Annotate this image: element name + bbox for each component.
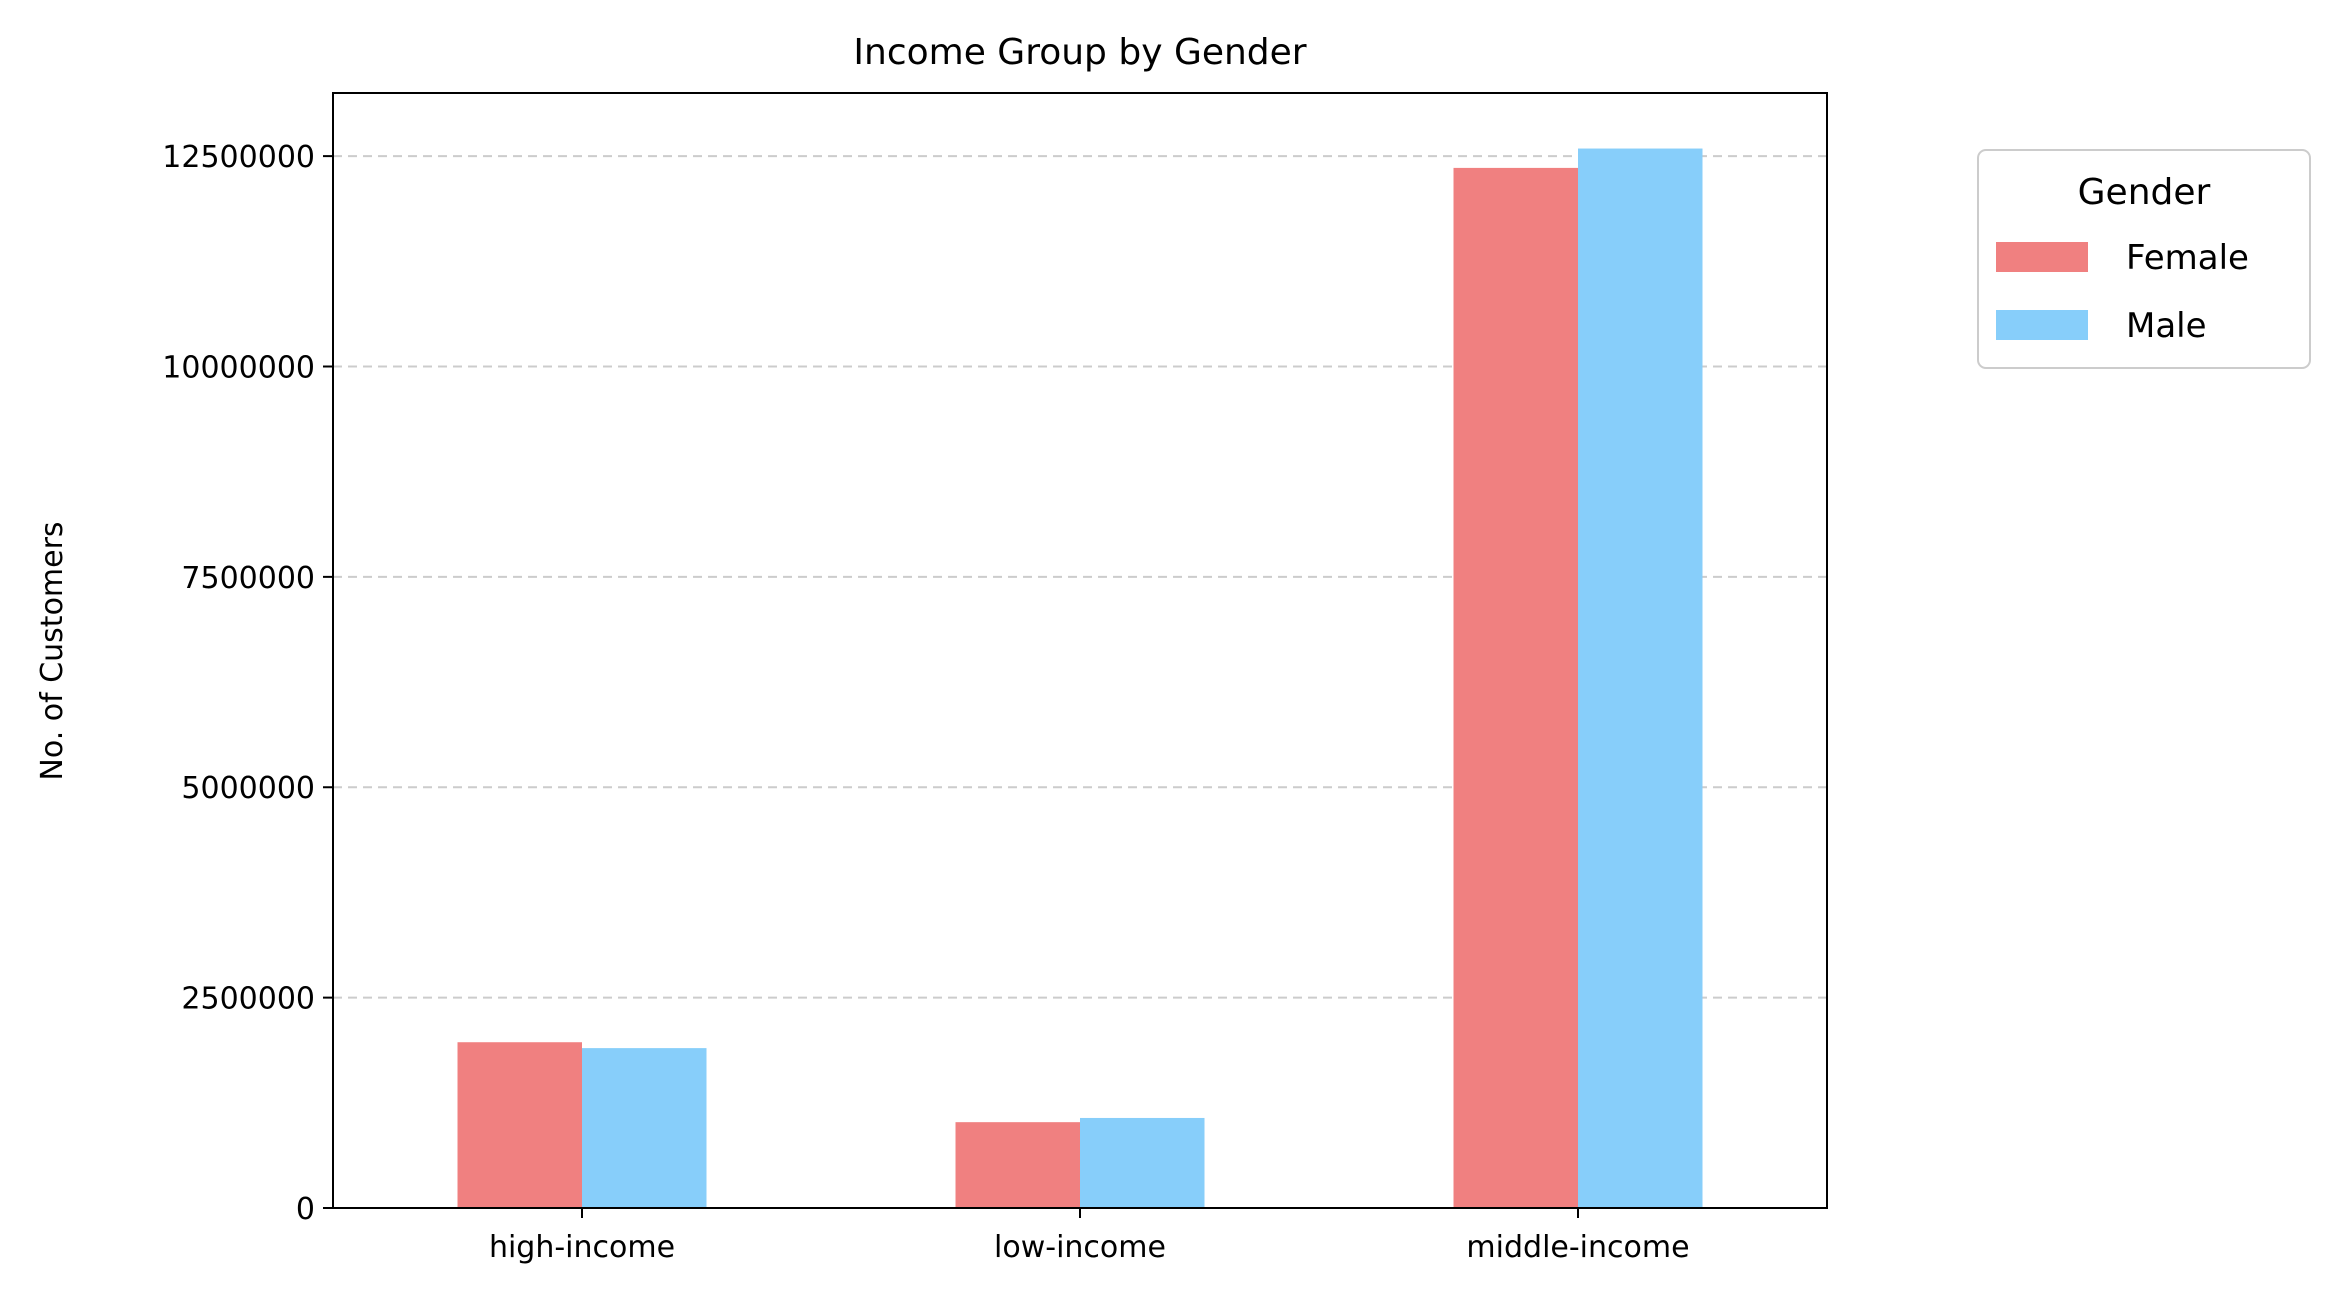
- legend-items: Female Male: [1996, 238, 2249, 346]
- x-tick-label: high-income: [489, 1230, 675, 1265]
- y-tick-label: 5000000: [181, 771, 315, 806]
- legend-swatch-male: [1996, 310, 2088, 340]
- bar-male-high-income: [582, 1048, 707, 1208]
- legend-label-male: Male: [2126, 306, 2207, 346]
- chart-title: Income Group by Gender: [853, 32, 1306, 73]
- y-tick-label: 10000000: [162, 350, 315, 385]
- legend: Gender Female Male: [1977, 149, 2311, 369]
- y-axis-label: No. of Customers: [35, 521, 70, 780]
- y-tick-label: 2500000: [181, 982, 315, 1017]
- bar-female-high-income: [457, 1042, 582, 1208]
- legend-swatch-female: [1996, 242, 2088, 272]
- y-tick-label: 7500000: [181, 561, 315, 596]
- x-tick-label: middle-income: [1466, 1230, 1689, 1265]
- y-tick-label: 12500000: [162, 140, 315, 175]
- legend-label-female: Female: [2126, 238, 2249, 278]
- legend-title: Gender: [2078, 172, 2211, 213]
- y-axis: 0 2500000 5000000 7500000 10000000 12500000: [162, 140, 333, 1227]
- y-tick-label: 0: [296, 1192, 315, 1227]
- bar-female-low-income: [955, 1122, 1080, 1208]
- bar-male-middle-income: [1578, 148, 1703, 1208]
- bar-male-low-income: [1080, 1117, 1205, 1208]
- bars: [457, 148, 1703, 1209]
- bar-female-middle-income: [1453, 167, 1578, 1209]
- x-tick-label: low-income: [994, 1230, 1166, 1265]
- x-axis: high-income low-income middle-income: [489, 1208, 1690, 1265]
